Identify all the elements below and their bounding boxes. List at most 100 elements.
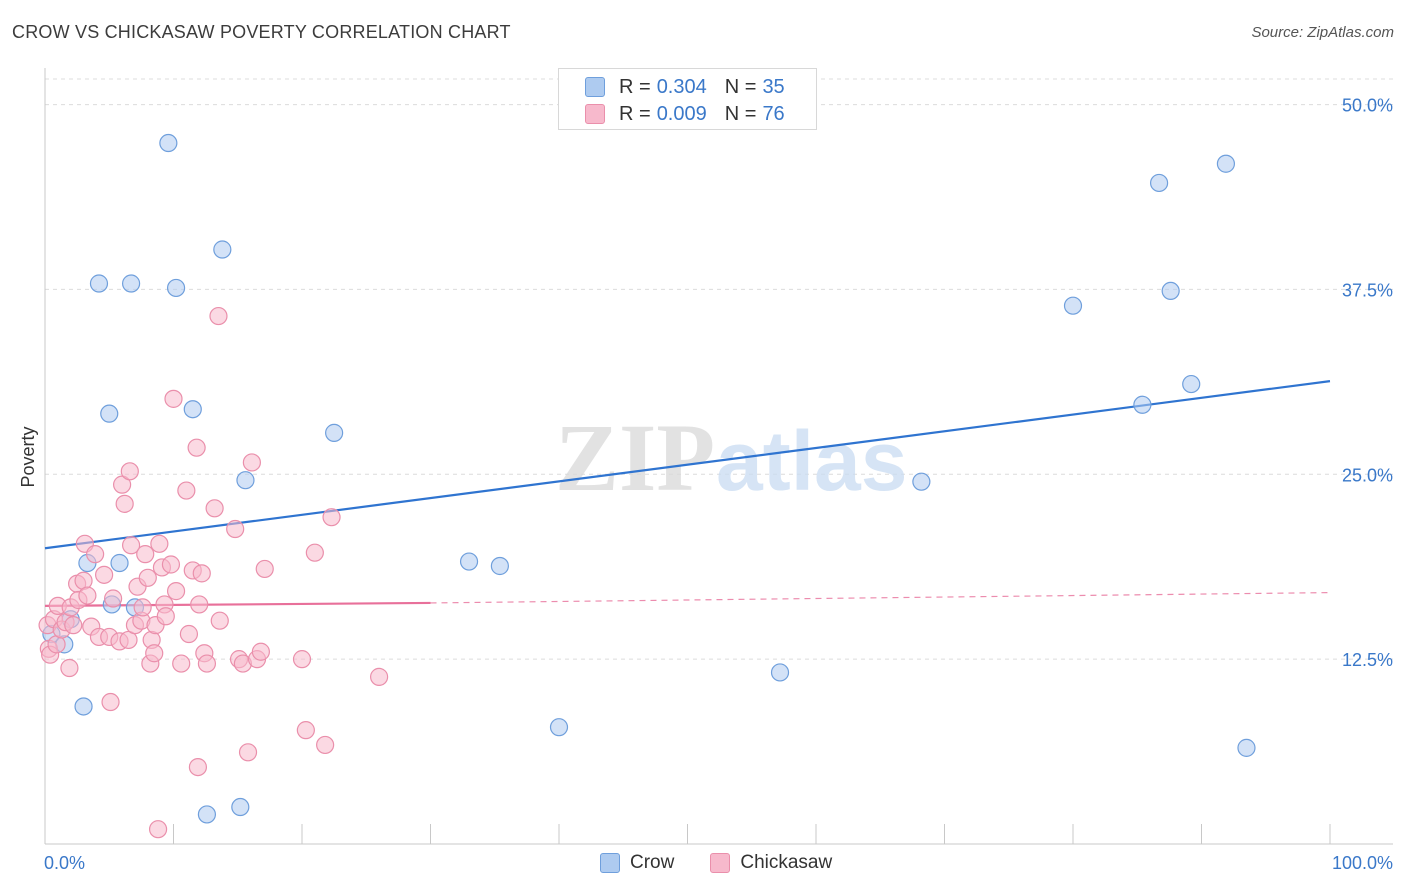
chickasaw-point [148, 820, 168, 839]
axis-layer [44, 68, 1393, 845]
grid-layer [45, 78, 1393, 660]
chickasaw-point [136, 545, 155, 564]
chickasaw-point [64, 616, 83, 635]
x-tick-label-min: 0.0% [44, 853, 85, 873]
chickasaw-n-value: 76 [762, 102, 785, 125]
chickasaw-point [145, 644, 164, 663]
y-tick-label: 25.0% [1342, 465, 1393, 485]
correlation-legend: R = 0.304 N = 35 R = 0.009 N = 76 [558, 68, 817, 130]
chickasaw-n-label: N = [724, 102, 757, 125]
crow-point [159, 133, 178, 153]
crow-point [770, 663, 790, 682]
y-tick-label: 37.5% [1342, 280, 1393, 300]
crow-swatch [585, 77, 605, 97]
chickasaw-legend-swatch [710, 853, 731, 873]
points-layer [38, 133, 1256, 839]
chickasaw-point [210, 611, 229, 630]
chickasaw-r-value: 0.009 [656, 102, 707, 125]
chickasaw-point [120, 462, 139, 481]
crow-trend-line [44, 380, 1331, 550]
chickasaw-point [238, 743, 258, 762]
source-label: Source: ZipAtlas.com [1251, 24, 1394, 41]
chickasaw-point [166, 582, 186, 601]
chickasaw-point [150, 534, 169, 553]
chickasaw-point [115, 494, 134, 513]
chickasaw-trend-extension [430, 591, 1331, 604]
legend-row-crow: R = 0.304 N = 35 [585, 74, 785, 100]
crow-point [121, 274, 141, 293]
chickasaw-point [86, 545, 105, 564]
label-layer: 12.5% 25.0% 37.5% 50.0% 0.0% 100.0% Poverty [18, 96, 1393, 873]
legend-row-chickasaw: R = 0.009 N = 76 [585, 101, 785, 127]
crow-point [183, 400, 202, 419]
chickasaw-point [296, 721, 315, 740]
y-tick-label: 12.5% [1342, 650, 1393, 670]
chickasaw-point [316, 735, 335, 755]
chickasaw-legend-label: Chickasaw [740, 852, 833, 873]
crow-point [231, 797, 250, 817]
chickasaw-point [177, 481, 196, 500]
y-tick-label: 50.0% [1342, 96, 1393, 116]
crow-point [1149, 173, 1169, 193]
chickasaw-point [242, 453, 261, 472]
chickasaw-point [209, 306, 228, 326]
watermark-layer: ZIP atlas [555, 404, 907, 511]
crow-point [1063, 296, 1083, 315]
chickasaw-point [192, 564, 211, 583]
legend-item-chickasaw[interactable]: Chickasaw [710, 852, 832, 874]
crow-n-value: 35 [762, 75, 785, 98]
crow-point [100, 404, 119, 423]
crow-point [1216, 154, 1236, 173]
chickasaw-point [197, 654, 217, 673]
chickasaw-point [121, 536, 141, 555]
series-legend: Crow Chickasaw [600, 852, 868, 874]
crow-point [1237, 738, 1256, 757]
crow-point [166, 278, 186, 298]
chickasaw-point [172, 654, 191, 673]
watermark-zip: ZIP [555, 404, 715, 511]
chickasaw-point [161, 555, 181, 574]
crow-r-value: 0.304 [656, 75, 707, 98]
chickasaw-point [370, 667, 389, 686]
crow-n-label: N = [724, 75, 757, 98]
chickasaw-point [95, 565, 114, 584]
chickasaw-point [78, 586, 97, 605]
chickasaw-swatch [585, 104, 605, 124]
crow-point [1133, 395, 1152, 414]
legend-item-crow[interactable]: Crow [600, 852, 674, 874]
crow-point [74, 697, 93, 716]
chickasaw-point [156, 607, 175, 626]
crow-point [197, 805, 217, 824]
chickasaw-point [205, 499, 224, 518]
chickasaw-point [138, 568, 157, 587]
crow-legend-label: Crow [630, 852, 675, 873]
chickasaw-point [101, 692, 120, 712]
chickasaw-point [305, 543, 324, 562]
y-axis-label: Poverty [18, 426, 38, 487]
crow-point [325, 423, 344, 442]
chickasaw-point [104, 589, 123, 608]
x-tick-label-max: 100.0% [1332, 853, 1393, 873]
watermark-atlas: atlas [716, 414, 907, 508]
crow-point [549, 718, 569, 737]
crow-point [110, 553, 129, 573]
chickasaw-point [179, 624, 199, 644]
chart-title: CROW VS CHICKASAW POVERTY CORRELATION CH… [12, 22, 511, 42]
chickasaw-point [322, 508, 341, 527]
crow-point [490, 556, 509, 576]
chickasaw-point [188, 757, 208, 777]
chickasaw-point [190, 595, 209, 614]
chickasaw-point [164, 389, 183, 408]
crow-point [912, 472, 931, 491]
crow-point [1182, 374, 1201, 394]
chickasaw-point [292, 650, 312, 669]
chickasaw-point [187, 438, 206, 457]
crow-point [459, 552, 479, 571]
crow-point [89, 274, 109, 293]
crow-legend-swatch [600, 853, 620, 873]
chickasaw-r-label: R = [619, 102, 651, 125]
crow-point [213, 240, 232, 259]
chickasaw-point [251, 642, 270, 661]
chickasaw-point [255, 559, 274, 579]
